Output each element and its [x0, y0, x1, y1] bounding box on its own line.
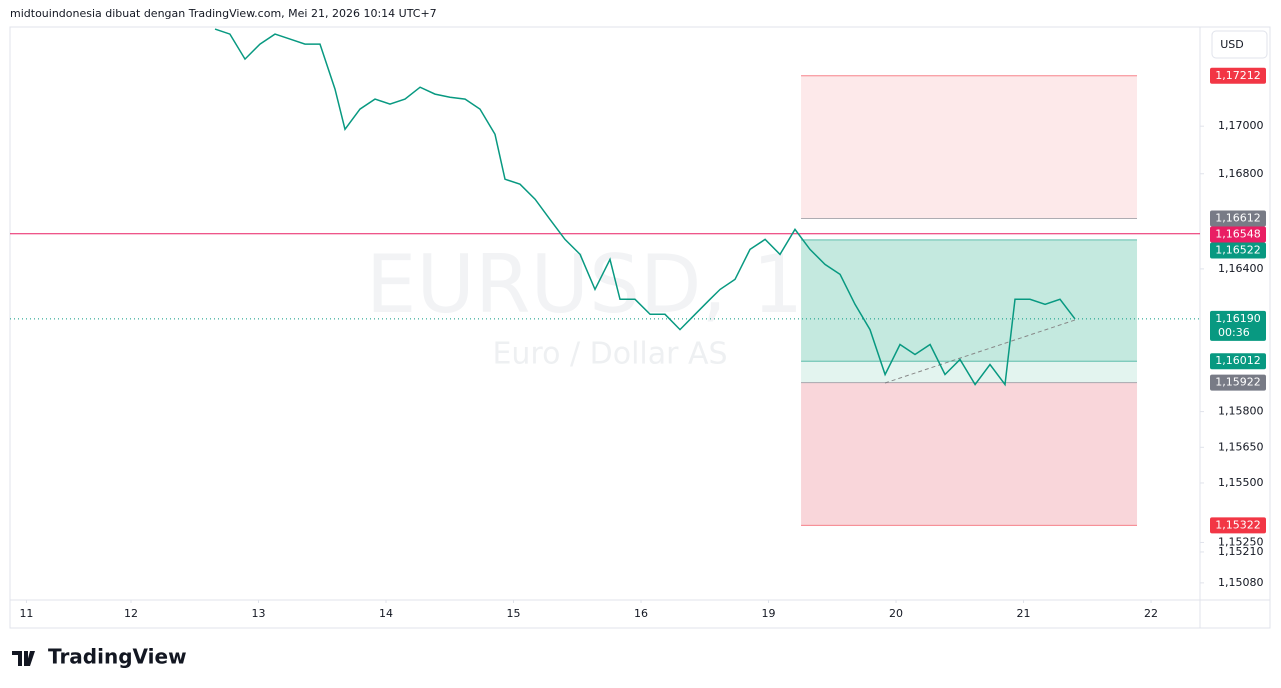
logo-text: TradingView — [48, 645, 187, 669]
price-badge-label: 1,17212 — [1215, 69, 1261, 82]
x-tick-label: 22 — [1144, 607, 1158, 620]
price-line-series — [214, 28, 1076, 387]
price-badge-label: 1,15922 — [1215, 376, 1261, 389]
trend-line — [884, 319, 1076, 384]
y-tick-label: 1,15800 — [1218, 405, 1264, 418]
zone — [801, 75, 1138, 219]
price-badge — [1210, 310, 1266, 341]
header: midtouindonesia dibuat dengan TradingVie… — [10, 7, 437, 20]
zones — [801, 75, 1138, 526]
price-badge-label: 1,16190 — [1215, 312, 1261, 325]
y-tick-label: 1,15500 — [1218, 476, 1264, 489]
price-badge — [1210, 210, 1266, 227]
countdown: 00:36 — [1218, 326, 1250, 339]
y-tick-label: 1,16400 — [1218, 262, 1264, 275]
y-tick-label: 1,15210 — [1218, 545, 1264, 558]
price-badge-label: 1,16612 — [1215, 211, 1261, 224]
watermark-name: Euro / Dollar AS — [492, 337, 727, 372]
price-badge-label: 1,16548 — [1215, 227, 1261, 240]
price-badge — [1210, 67, 1266, 84]
price-badge — [1210, 517, 1266, 534]
watermark-symbol: EURUSD, 15 — [366, 238, 854, 331]
price-badge-label: 1,16522 — [1215, 243, 1261, 256]
price-badge-label: 1,15322 — [1215, 518, 1261, 531]
currency-label[interactable]: USD — [1220, 38, 1244, 51]
y-tick-label: 1,15650 — [1218, 440, 1264, 453]
zone — [801, 382, 1138, 526]
y-tick-label: 1,16800 — [1218, 167, 1264, 180]
x-tick-label: 20 — [889, 607, 903, 620]
x-tick-label: 13 — [252, 607, 266, 620]
x-tick-label: 16 — [634, 607, 648, 620]
price-badge — [1210, 374, 1266, 391]
price-badge — [1210, 353, 1266, 370]
zone — [801, 239, 1138, 362]
x-tick-label: 21 — [1017, 607, 1031, 620]
x-tick-label: 19 — [762, 607, 776, 620]
price-badge — [1210, 226, 1266, 243]
y-tick-label: 1,15250 — [1218, 535, 1264, 548]
x-tick-label: 14 — [379, 607, 393, 620]
price-badge — [1210, 242, 1266, 259]
logo: TradingView — [12, 645, 187, 669]
x-tick-label: 12 — [124, 607, 138, 620]
price-badge-label: 1,16012 — [1215, 354, 1261, 367]
zone — [801, 361, 1138, 383]
x-tick-label: 15 — [507, 607, 521, 620]
currency-button[interactable] — [1211, 30, 1268, 59]
y-tick-label: 1,17000 — [1218, 119, 1264, 132]
logo-icon — [12, 651, 35, 666]
y-tick-label: 1,15080 — [1218, 576, 1264, 589]
x-tick-label: 11 — [19, 607, 33, 620]
